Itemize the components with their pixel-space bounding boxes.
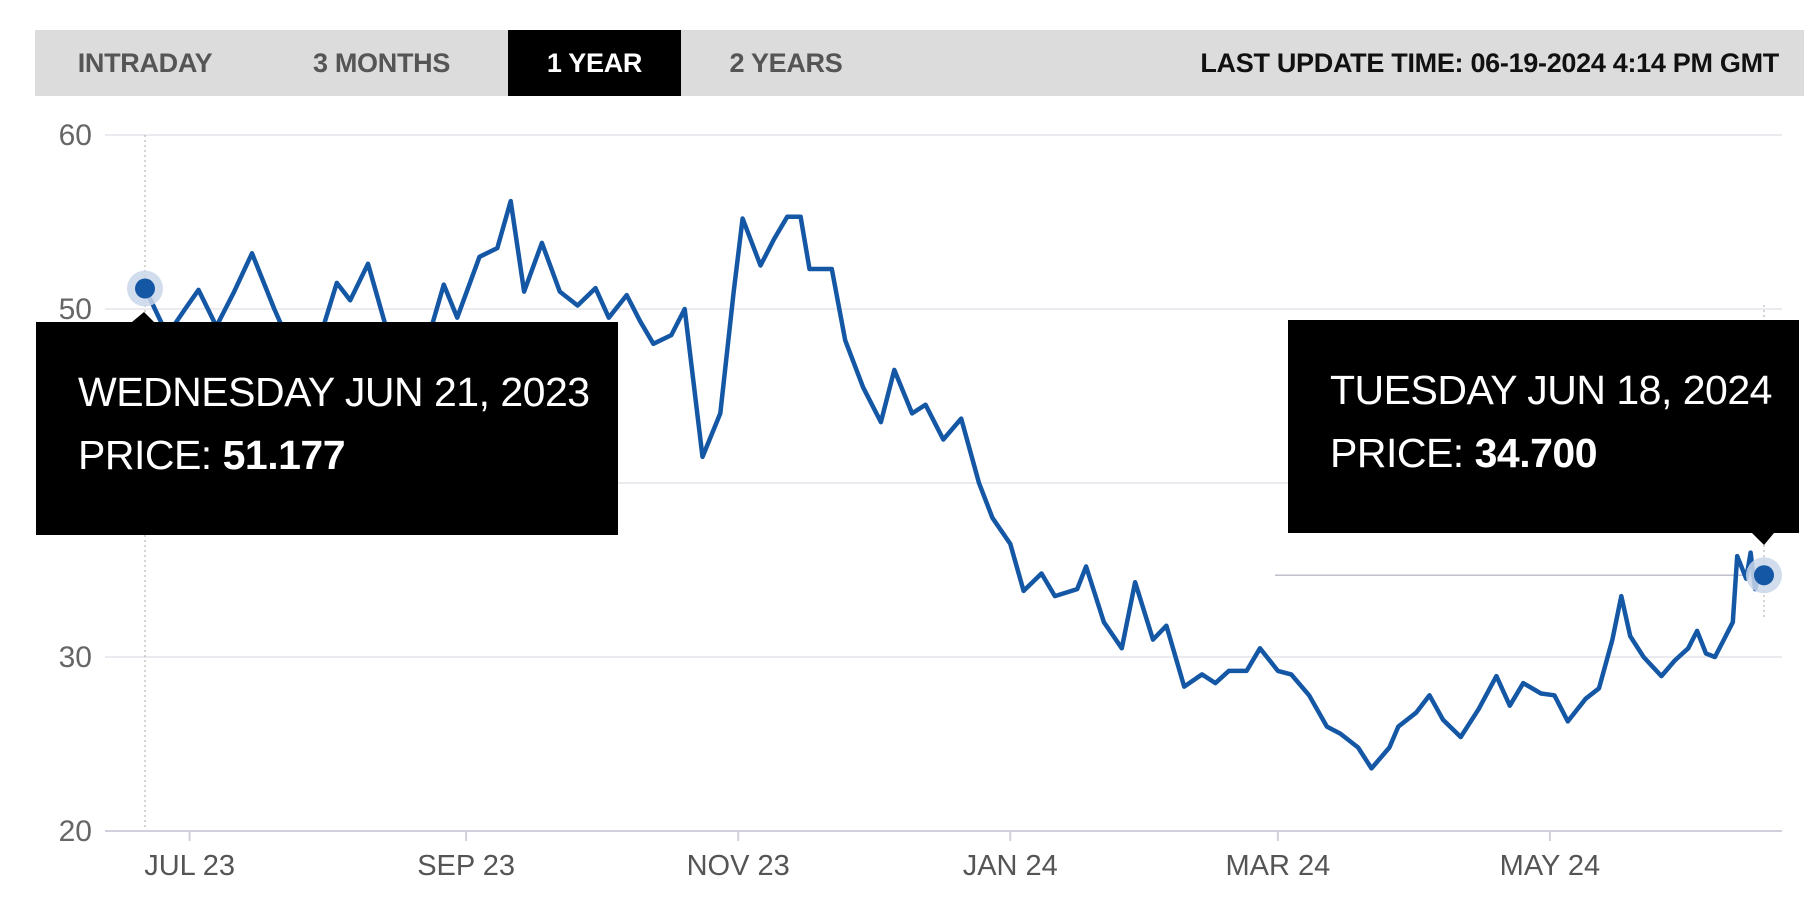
axes: 20 30 50 60 JUL 23 SEP 23 NOV 23 JAN 24 MAR 24 MA… — [59, 119, 1782, 882]
tooltip-start-price: PRICE: 51.177 — [78, 432, 346, 479]
tooltip-start: WEDNESDAY JUN 21, 2023 PRICE: 51.177 — [36, 322, 618, 535]
tab-3-months[interactable]: 3 MONTHS — [312, 48, 451, 78]
markers — [127, 270, 1782, 594]
y-tick-label: 60 — [59, 119, 92, 152]
tooltip-end-date: TUESDAY JUN 18, 2024 — [1330, 367, 1772, 413]
x-tick-label: MAY 24 — [1500, 850, 1600, 882]
tooltip-end-price-value: 34.700 — [1474, 430, 1598, 476]
tooltip-start-price-label: PRICE: — [78, 432, 212, 478]
marker-point — [135, 278, 155, 299]
tab-2-years[interactable]: 2 YEARS — [729, 48, 843, 78]
marker-point — [1754, 565, 1774, 586]
y-tick-label: 30 — [59, 641, 92, 674]
x-tick-label: MAR 24 — [1225, 850, 1330, 882]
tooltip-start-price-value: 51.177 — [222, 432, 346, 478]
x-tick-label: SEP 23 — [417, 850, 515, 882]
tooltip-end-price-label: PRICE: — [1330, 430, 1464, 476]
y-tick-label: 50 — [59, 293, 92, 326]
x-tick-label: NOV 23 — [687, 850, 790, 882]
y-tick-label: 20 — [59, 815, 92, 848]
x-tick-label: JAN 24 — [963, 850, 1058, 882]
range-tab-bar: INTRADAY 3 MONTHS 1 YEAR 2 YEARS LAST UP… — [35, 30, 1804, 96]
last-update-time: LAST UPDATE TIME: 06-19-2024 4:14 PM GMT — [1200, 48, 1779, 78]
tooltip-start-date: WEDNESDAY JUN 21, 2023 — [78, 369, 590, 415]
tooltip-end-price: PRICE: 34.700 — [1330, 430, 1598, 477]
price-line — [142, 198, 1767, 771]
tooltip-end: TUESDAY JUN 18, 2024 PRICE: 34.700 — [1288, 320, 1799, 533]
tab-1-year[interactable]: 1 YEAR — [508, 30, 681, 96]
x-tick-label: JUL 23 — [144, 850, 235, 882]
tab-intraday[interactable]: INTRADAY — [77, 48, 213, 78]
price-series — [142, 198, 1767, 771]
